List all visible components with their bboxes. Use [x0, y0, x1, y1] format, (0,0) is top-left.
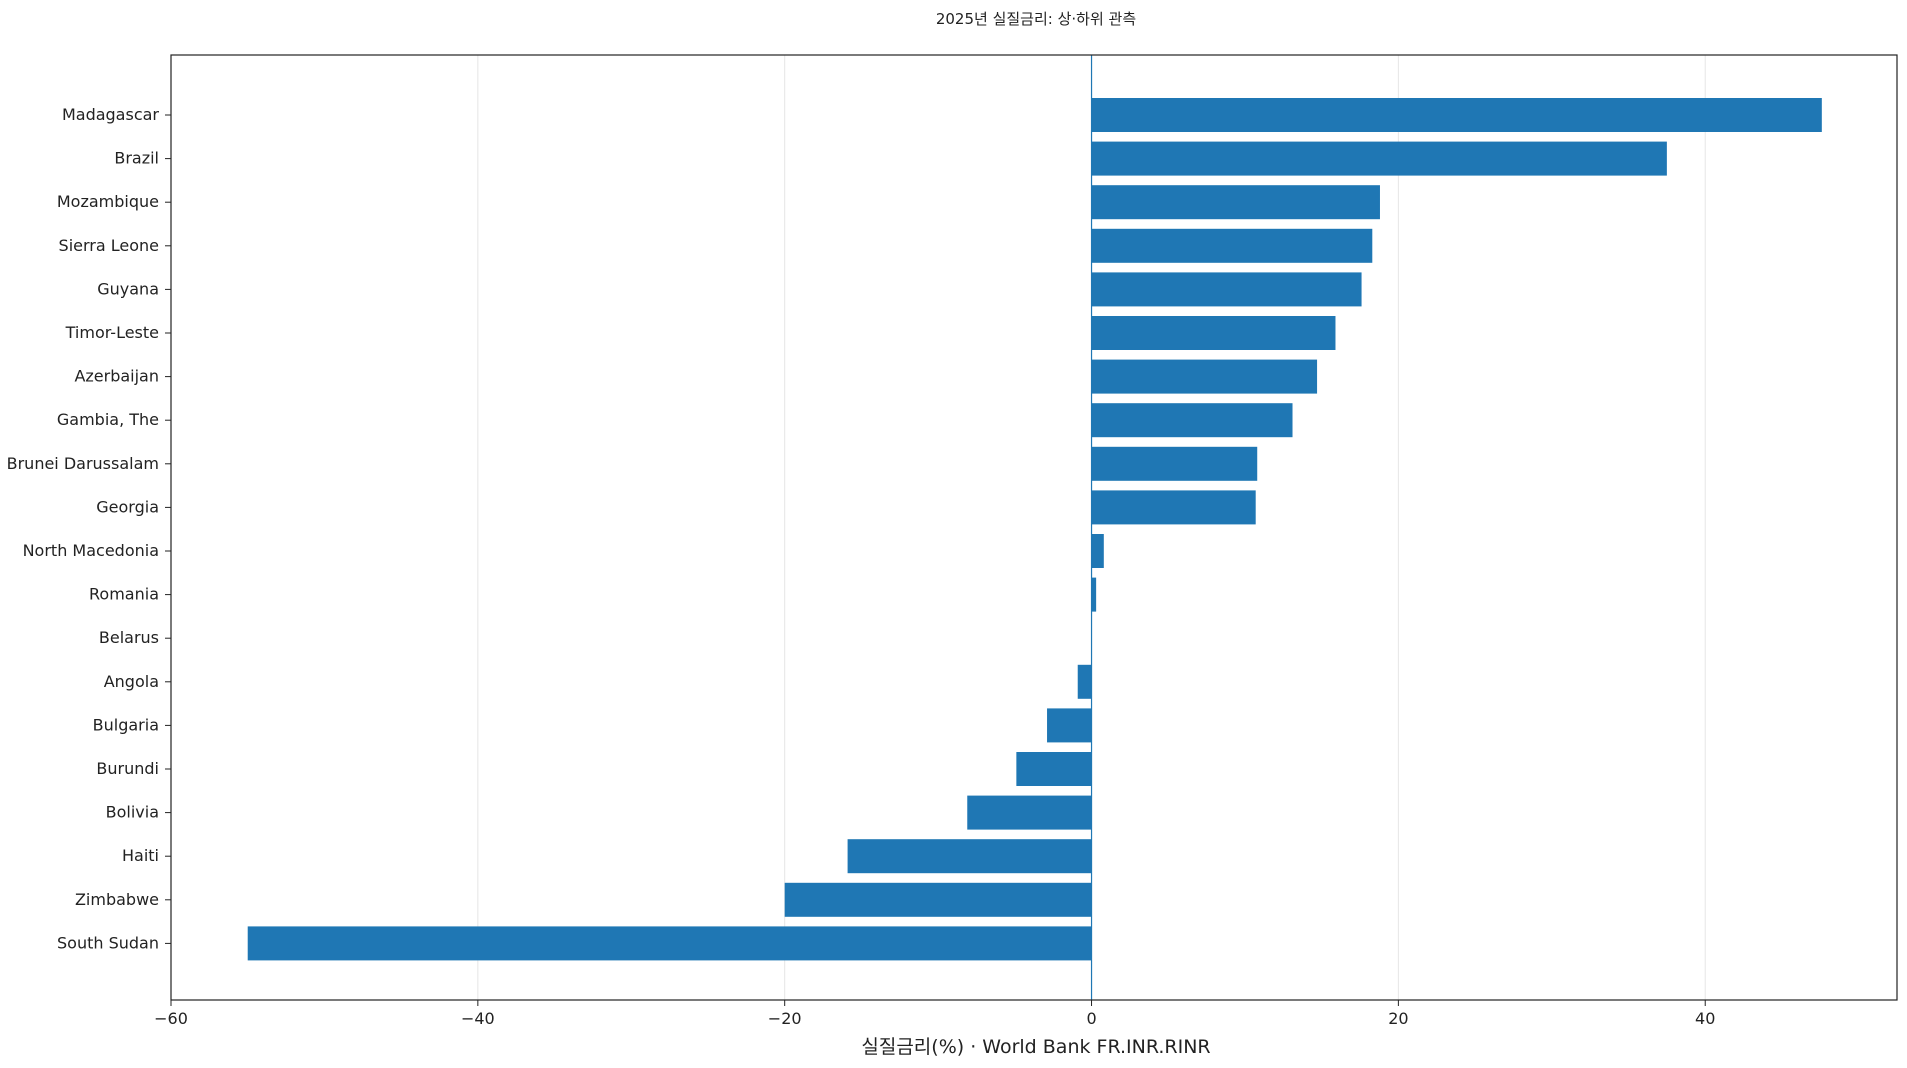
category-label: Haiti: [122, 846, 159, 865]
bar: [1077, 664, 1092, 699]
category-label: Azerbaijan: [74, 367, 159, 386]
bar: [1091, 185, 1380, 220]
y-axis-categories: Madagascar Brazil Mozambique Sierra Leone Gu…: [7, 105, 171, 952]
bar: [784, 882, 1092, 917]
category-label: Brunei Darussalam: [7, 454, 159, 473]
category-label: Madagascar: [62, 105, 159, 124]
category-label: North Macedonia: [23, 541, 159, 560]
bars-layer: [247, 98, 1822, 961]
bar: [1091, 272, 1362, 307]
bar: [1091, 98, 1822, 132]
x-tick-label: 20: [1388, 1009, 1408, 1028]
category-label: Gambia, The: [57, 410, 159, 429]
category-label: Brazil: [114, 149, 159, 168]
bar: [1091, 359, 1318, 394]
category-label: Mozambique: [57, 192, 159, 211]
bar: [1047, 708, 1092, 743]
category-label: Angola: [104, 672, 159, 691]
category-label: Bulgaria: [93, 715, 159, 734]
category-label: Belarus: [99, 628, 159, 647]
bar: [1091, 534, 1104, 568]
bar: [967, 795, 1092, 830]
bar: [247, 926, 1092, 961]
bar: [847, 839, 1092, 874]
plot-frame: [170, 54, 1898, 1001]
category-label: Sierra Leone: [59, 236, 159, 255]
category-label: Bolivia: [106, 803, 159, 822]
category-label: Zimbabwe: [75, 890, 159, 909]
category-label: Burundi: [96, 759, 159, 778]
bar: [1091, 316, 1336, 350]
category-label: Romania: [89, 585, 159, 604]
category-label: Guyana: [97, 279, 159, 298]
bar: [1091, 403, 1293, 438]
category-label: Georgia: [96, 497, 159, 516]
bar: [1091, 141, 1667, 176]
x-tick-label: −40: [461, 1009, 495, 1028]
x-tick-label: −60: [154, 1009, 188, 1028]
x-tick-label: 40: [1695, 1009, 1715, 1028]
bar: [1016, 752, 1092, 786]
x-tick-label: −20: [768, 1009, 802, 1028]
x-tick-label: 0: [1086, 1009, 1096, 1028]
bar: [1091, 228, 1373, 263]
bar: [1091, 490, 1256, 525]
bar: [1091, 577, 1097, 612]
chart-title: 2025년 실질금리: 상·하위 관측: [936, 10, 1136, 28]
x-axis-ticks: −60 −40 −20 0 20 40: [154, 1000, 1715, 1028]
plot-frame-layer: [170, 54, 1898, 1001]
category-label: South Sudan: [57, 933, 159, 952]
bar: [1091, 446, 1258, 481]
x-axis-label: 실질금리(%) · World Bank FR.INR.RINR: [861, 1036, 1210, 1058]
category-label: Timor-Leste: [65, 323, 159, 342]
